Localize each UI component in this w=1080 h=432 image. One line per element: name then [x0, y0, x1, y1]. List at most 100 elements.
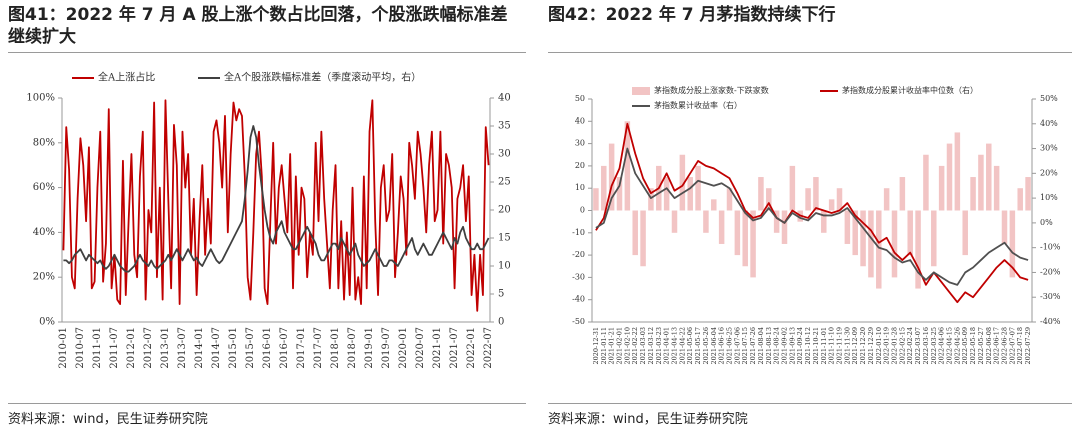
x-tick-label: 2017-07 [313, 327, 324, 369]
bar [671, 210, 678, 233]
x-tick-label: 2022-03-25 [930, 327, 938, 364]
rule [8, 403, 526, 404]
bar [608, 143, 615, 211]
rule [548, 52, 1072, 53]
legend-label: 茅指数累计收益率（右） [654, 100, 742, 110]
charts: 0%20%40%60%80%100%05101520253035402010-0… [26, 71, 1061, 369]
x-tick-label: 2019-01 [364, 327, 375, 369]
bar [758, 177, 764, 211]
y-tick-label: 50 [575, 94, 585, 103]
y2-tick-label: 20% [1040, 168, 1058, 177]
chart-title: 图41：2022 年 7 月 A 股上涨个数占比回落，个股涨跌幅标准差继续扩大 [8, 5, 508, 47]
y2-tick-label: 40 [498, 93, 511, 104]
bar [773, 210, 780, 233]
x-tick-label: 2021-11-19 [836, 327, 844, 364]
x-tick-label: 2021-05-06 [686, 327, 694, 364]
x-tick-label: 2018-01 [330, 327, 341, 369]
y2-tick-label: 10% [1040, 193, 1058, 202]
x-tick-label: 2021-07-06 [733, 327, 741, 364]
x-tick-label: 2015-07 [245, 327, 256, 369]
x-tick-label: 2022-04-26 [953, 327, 961, 364]
chart-title: 图42：2022 年 7 月茅指数持续下行 [548, 5, 836, 25]
x-tick-label: 2021-01 [432, 327, 443, 369]
bar [742, 210, 748, 267]
y-tick-label: -10 [572, 228, 585, 237]
x-tick-label: 2022-05-27 [977, 327, 985, 364]
bar [711, 199, 717, 211]
y-tick-label: 10 [575, 183, 585, 192]
bar [648, 188, 654, 211]
x-tick-label: 2020-07 [415, 327, 426, 369]
y-tick-label: 80% [33, 137, 55, 148]
bar [836, 188, 843, 211]
x-tick-label: 2021-01-11 [600, 327, 608, 364]
x-tick-label: 2021-05-17 [694, 327, 702, 364]
bar [734, 210, 741, 256]
x-tick-label: 2022-06-08 [985, 327, 993, 364]
x-tick-label: 2021-03-23 [655, 327, 663, 364]
bar [868, 210, 874, 278]
x-tick-label: 2022-02-15 [898, 327, 906, 364]
x-tick-label: 2021-02-01 [616, 327, 624, 364]
x-tick-label: 2021-10-12 [804, 327, 812, 364]
y-tick-label: 40% [33, 227, 55, 238]
x-tick-label: 2022-06-28 [1001, 327, 1009, 364]
rule [548, 403, 1072, 404]
y2-tick-label: 50% [1040, 94, 1058, 103]
bar [766, 188, 772, 211]
y2-tick-label: -20% [1040, 267, 1061, 276]
legend-swatch [632, 87, 650, 95]
x-tick-label: 2021-03-03 [639, 327, 647, 364]
y2-tick-label: 40% [1040, 119, 1058, 128]
bar [821, 210, 827, 233]
y2-tick-label: 0 [498, 317, 504, 328]
x-tick-label: 2021-06-04 [710, 327, 718, 364]
x-tick-label: 2021-11-10 [828, 327, 836, 364]
x-tick-label: 2021-09-02 [781, 327, 789, 364]
source: 资料来源：wind，民生证券研究院 [548, 412, 748, 427]
y-tick-label: 0% [39, 317, 55, 328]
bar [616, 177, 623, 211]
y-tick-label: 20% [33, 272, 55, 283]
bar [1009, 210, 1016, 278]
x-tick-label: 2022-01-28 [891, 327, 899, 364]
bar [1001, 210, 1008, 244]
x-tick-label: 2021-02-10 [623, 327, 631, 364]
bar [844, 210, 851, 244]
bar [750, 210, 756, 278]
bar [946, 143, 953, 211]
y-tick-label: 0 [580, 206, 585, 215]
x-tick-label: 2021-09-13 [788, 327, 796, 364]
y2-tick-label: 30% [1040, 144, 1058, 153]
bar [593, 188, 599, 211]
y-tick-label: -40 [572, 295, 585, 304]
bar [718, 210, 725, 244]
bar [915, 210, 921, 289]
x-tick-label: 2021-12-29 [867, 327, 875, 364]
y-tick-label: -20 [572, 250, 585, 259]
line-series [595, 122, 1029, 304]
bar [624, 121, 631, 211]
bar [993, 165, 1000, 211]
bar [813, 177, 819, 211]
bar [679, 154, 686, 211]
y-tick-label: 40 [575, 116, 585, 125]
bar [954, 132, 961, 211]
x-tick-label: 2021-11-01 [820, 327, 828, 364]
bar [931, 210, 937, 267]
x-tick-label: 2022-05-18 [969, 327, 977, 364]
y2-tick-label: -40% [1040, 317, 1061, 326]
x-tick-label: 2019-07 [381, 327, 392, 369]
bar [726, 188, 733, 211]
x-tick-label: 2021-07-26 [749, 327, 757, 364]
bar [663, 177, 670, 211]
legend-label: 茅指数成分股上涨家数-下跌家数 [654, 85, 769, 95]
bar [703, 210, 709, 233]
x-tick-label: 2021-08-24 [773, 327, 781, 364]
bar [860, 210, 866, 267]
x-tick-label: 2021-10-21 [812, 327, 820, 364]
bar [899, 177, 906, 211]
x-tick-label: 2017-01 [296, 327, 307, 369]
bar [970, 177, 976, 211]
bar [789, 165, 796, 211]
